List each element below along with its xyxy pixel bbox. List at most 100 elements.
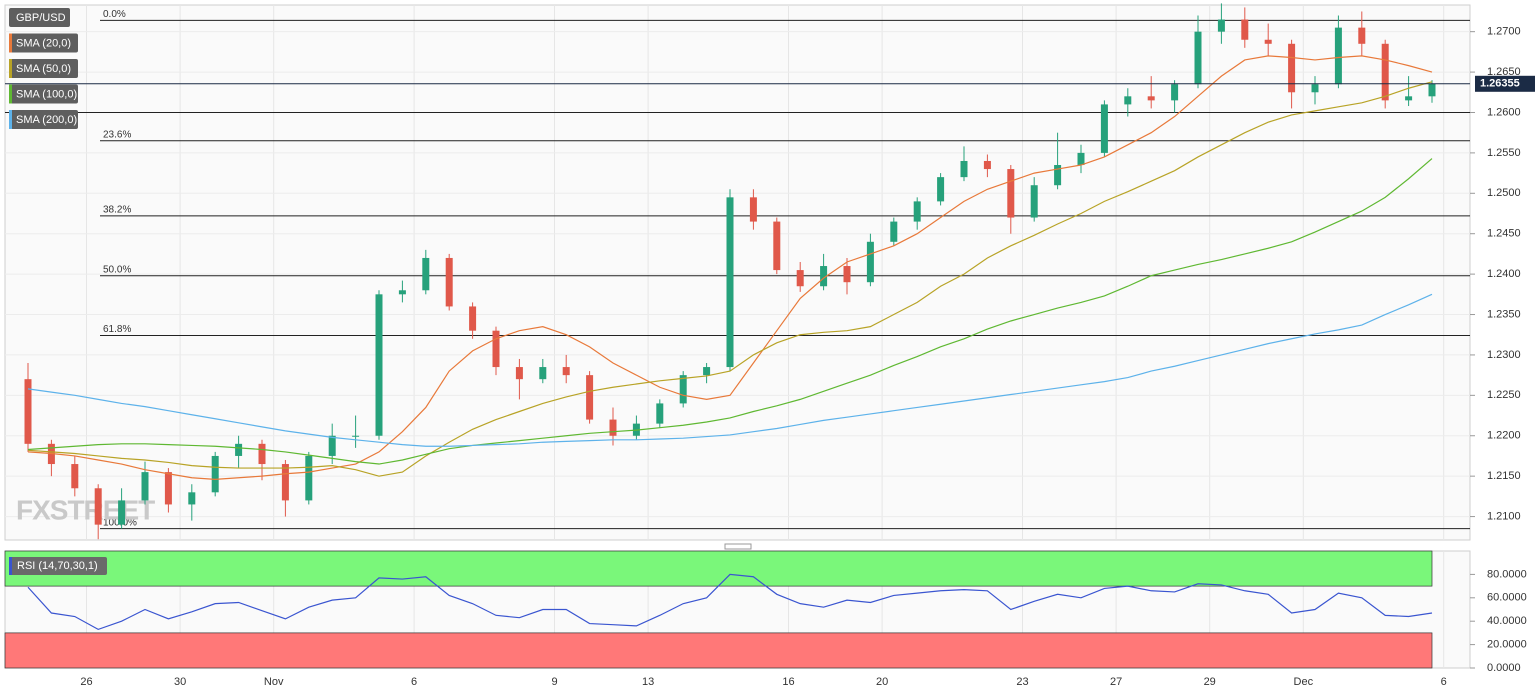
- candle-body: [1264, 39, 1272, 44]
- x-tick-label: 29: [1204, 676, 1216, 688]
- legend-swatch: [9, 84, 12, 104]
- sma-line: [27, 81, 1433, 477]
- candle-body: [515, 367, 523, 380]
- candle-body: [24, 379, 32, 444]
- x-tick-label: 16: [782, 676, 794, 688]
- legend-label: SMA (50,0): [16, 63, 71, 75]
- candle-body: [843, 266, 851, 283]
- candle-body: [71, 464, 79, 489]
- candle-body: [539, 367, 547, 380]
- candle-body: [1288, 43, 1296, 93]
- candle-body: [1381, 43, 1389, 101]
- rsi-line: [27, 573, 1433, 631]
- fib-label: 50.0%: [103, 264, 131, 275]
- fib-label: 61.8%: [103, 324, 131, 335]
- legend-swatch: [9, 110, 12, 129]
- legend-item: GBP/USD: [9, 8, 70, 27]
- candle-body: [352, 435, 360, 437]
- candle-body: [445, 257, 453, 307]
- candle-body: [866, 241, 874, 283]
- candle-body: [1007, 169, 1015, 218]
- legend-item: SMA (100,0): [9, 84, 78, 104]
- candle-body: [328, 435, 336, 456]
- oversold-band: [4, 632, 1433, 669]
- y-tick-label: 20.0000: [1487, 639, 1527, 651]
- x-tick-label: 6: [1441, 676, 1447, 688]
- x-tick-label: Dec: [1294, 676, 1314, 688]
- x-tick-label: 9: [551, 676, 557, 688]
- candle-body: [820, 266, 828, 287]
- y-tick-label: 1.2300: [1487, 349, 1521, 361]
- candle-body: [656, 403, 664, 424]
- candle-body: [703, 367, 711, 376]
- price-panel: [4, 4, 1471, 541]
- watermark: FXSTREET: [16, 494, 155, 525]
- candle-body: [609, 419, 617, 436]
- legend-label: GBP/USD: [16, 12, 66, 24]
- candle-body: [375, 294, 383, 436]
- legend-swatch: [9, 59, 12, 78]
- y-tick-label: 1.2400: [1487, 268, 1521, 280]
- panel-divider-handle[interactable]: [724, 543, 752, 550]
- candle-body: [796, 270, 804, 287]
- legend-item: SMA (200,0): [9, 110, 78, 129]
- legend-box: [9, 110, 78, 129]
- x-tick-label: 30: [174, 676, 186, 688]
- candle-body: [1334, 27, 1342, 85]
- y-tick-label: 1.2650: [1487, 66, 1521, 78]
- candle-body: [281, 464, 289, 501]
- sma-line: [27, 55, 1433, 480]
- candle-body: [960, 160, 968, 178]
- y-tick-label: 40.0000: [1487, 615, 1527, 627]
- candle-body: [258, 443, 266, 465]
- candle-body: [1241, 19, 1249, 40]
- legend-box: [9, 33, 78, 53]
- candle-body: [1054, 165, 1062, 186]
- last-price-box: [1475, 75, 1535, 92]
- candle-body: [1147, 96, 1155, 101]
- candle-body: [1077, 152, 1085, 166]
- x-tick-label: 20: [876, 676, 888, 688]
- candle-body: [913, 201, 921, 222]
- legend-box: [9, 84, 78, 104]
- fib-label: 23.6%: [103, 129, 131, 140]
- y-tick-label: 1.2700: [1487, 26, 1521, 38]
- y-tick-label: 1.2500: [1487, 187, 1521, 199]
- candle-body: [586, 375, 594, 420]
- candle-body: [937, 177, 945, 202]
- legend-label: SMA (100,0): [16, 88, 77, 100]
- x-tick-label: 27: [1110, 676, 1122, 688]
- fib-label: 38.2%: [103, 205, 131, 216]
- y-tick-label: 1.2600: [1487, 106, 1521, 118]
- x-tick-label: 23: [1016, 676, 1028, 688]
- x-tick-label: 26: [80, 676, 92, 688]
- candle-body: [562, 367, 570, 376]
- candle-body: [1171, 84, 1179, 101]
- y-tick-label: 1.2550: [1487, 147, 1521, 159]
- candle-body: [1124, 96, 1132, 105]
- candle-body: [305, 455, 313, 501]
- candle-body: [890, 221, 898, 242]
- candle-body: [141, 472, 149, 501]
- legend-box: [9, 557, 107, 575]
- legend-box: [9, 8, 70, 27]
- legend-box: [9, 59, 78, 78]
- candle-body: [1194, 31, 1202, 85]
- candle-body: [164, 472, 172, 505]
- legend-item: SMA (50,0): [9, 59, 78, 78]
- legend-label: SMA (200,0): [16, 114, 77, 126]
- candle-body: [983, 160, 991, 170]
- y-tick-label: 1.2150: [1487, 470, 1521, 482]
- legend-item: SMA (20,0): [9, 33, 78, 53]
- x-tick-label: 6: [411, 676, 417, 688]
- x-tick-label: 13: [642, 676, 654, 688]
- candle-body: [211, 455, 219, 493]
- candle-body: [94, 488, 102, 525]
- y-tick-label: 1.2350: [1487, 308, 1521, 320]
- candle-body: [1405, 96, 1413, 101]
- sma-line: [27, 293, 1433, 447]
- candle-body: [679, 375, 687, 404]
- candle-body: [118, 500, 126, 525]
- last-price-label: 1.26355: [1480, 78, 1520, 90]
